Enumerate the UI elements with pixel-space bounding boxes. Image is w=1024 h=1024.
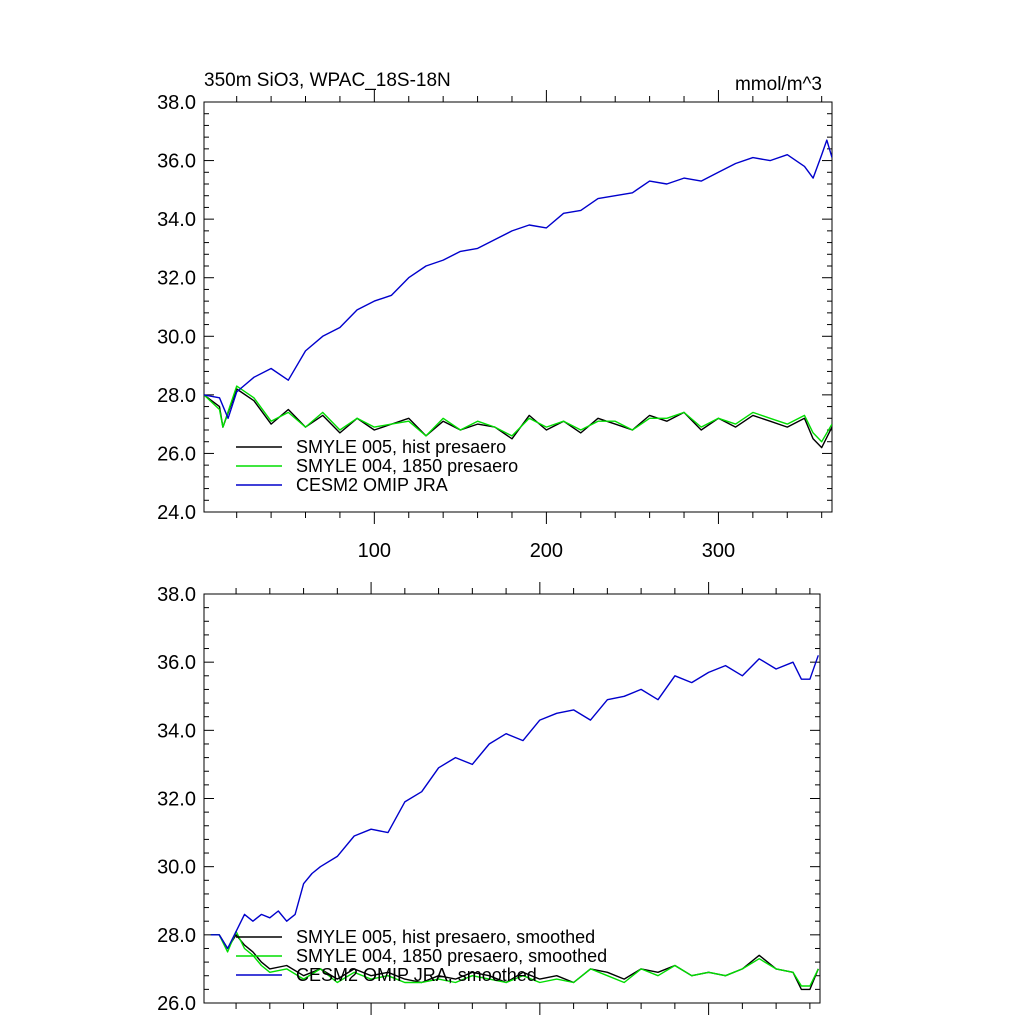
y-tick-label: 24.0 bbox=[157, 502, 196, 524]
y-tick-label: 38.0 bbox=[157, 92, 196, 114]
y-tick-label: 36.0 bbox=[157, 652, 196, 674]
y-tick-label: 32.0 bbox=[157, 789, 196, 811]
y-tick-label: 36.0 bbox=[157, 151, 196, 173]
y-tick-label: 28.0 bbox=[157, 385, 196, 407]
series-line-1 bbox=[210, 930, 819, 987]
legend-label-2: CESM2 OMIP JRA, smoothed bbox=[296, 965, 537, 985]
y-tick-label: 38.0 bbox=[157, 584, 196, 606]
chart-panel-bottom: 26.0 28.0 30.0 32.0 34.0 36.0 38.0 SMYLE 005, h… bbox=[157, 582, 821, 1015]
plot-frame bbox=[203, 101, 833, 513]
chart-panel-top: 24.0 26.0 28.0 30.0 32.0 34.0 36.0 38.0 100 200 30… bbox=[157, 70, 833, 562]
chart-title: 350m SiO3, WPAC_18S-18N bbox=[204, 70, 451, 91]
legend-label-1: SMYLE 004, 1850 presaero, smoothed bbox=[296, 946, 607, 966]
y-tick-label: 34.0 bbox=[157, 209, 196, 231]
legend-label-2: CESM2 OMIP JRA bbox=[296, 475, 448, 495]
legend-label-0: SMYLE 005, hist presaero, smoothed bbox=[296, 927, 595, 947]
x-tick-label: 300 bbox=[702, 540, 735, 562]
series-line-1 bbox=[204, 385, 832, 443]
y-tick-label: 26.0 bbox=[157, 443, 196, 465]
y-tick-label: 30.0 bbox=[157, 326, 196, 348]
series-line-2 bbox=[204, 139, 832, 419]
y-tick-label: 26.0 bbox=[157, 993, 196, 1015]
series-line-2 bbox=[210, 655, 819, 950]
x-tick-label: 100 bbox=[358, 540, 391, 562]
y-tick-label: 32.0 bbox=[157, 268, 196, 290]
y-tick-label: 30.0 bbox=[157, 857, 196, 879]
x-tick-label: 200 bbox=[530, 540, 563, 562]
y-tick-label: 28.0 bbox=[157, 925, 196, 947]
units-label: mmol/m^3 bbox=[735, 74, 822, 95]
legend-label-0: SMYLE 005, hist presaero bbox=[296, 437, 506, 457]
legend-label-1: SMYLE 004, 1850 presaero bbox=[296, 456, 518, 476]
y-tick-label: 34.0 bbox=[157, 720, 196, 742]
